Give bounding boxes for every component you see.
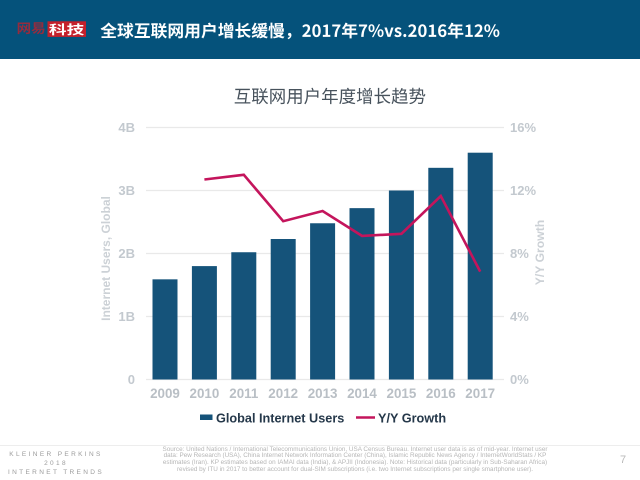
svg-text:2B: 2B	[118, 246, 135, 261]
svg-text:2014: 2014	[347, 386, 377, 401]
svg-text:2013: 2013	[308, 386, 338, 401]
svg-text:0: 0	[128, 372, 135, 387]
svg-text:Y/Y Growth: Y/Y Growth	[533, 220, 547, 285]
svg-text:Y/Y Growth: Y/Y Growth	[378, 412, 446, 426]
svg-text:3B: 3B	[118, 183, 135, 198]
svg-text:2010: 2010	[190, 386, 220, 401]
svg-text:0%: 0%	[510, 372, 529, 387]
svg-text:Internet Users, Global: Internet Users, Global	[99, 196, 113, 321]
svg-text:4%: 4%	[510, 309, 529, 324]
svg-text:1B: 1B	[118, 309, 135, 324]
svg-text:Global Internet Users: Global Internet Users	[216, 412, 344, 426]
svg-text:2016: 2016	[426, 386, 456, 401]
svg-text:2012: 2012	[268, 386, 298, 401]
svg-text:4B: 4B	[118, 120, 135, 135]
svg-text:16%: 16%	[510, 120, 536, 135]
svg-text:2015: 2015	[387, 386, 417, 401]
svg-text:2011: 2011	[229, 386, 259, 401]
svg-text:8%: 8%	[510, 246, 529, 261]
svg-text:2017: 2017	[465, 386, 495, 401]
svg-text:2009: 2009	[150, 386, 180, 401]
svg-text:12%: 12%	[510, 183, 536, 198]
